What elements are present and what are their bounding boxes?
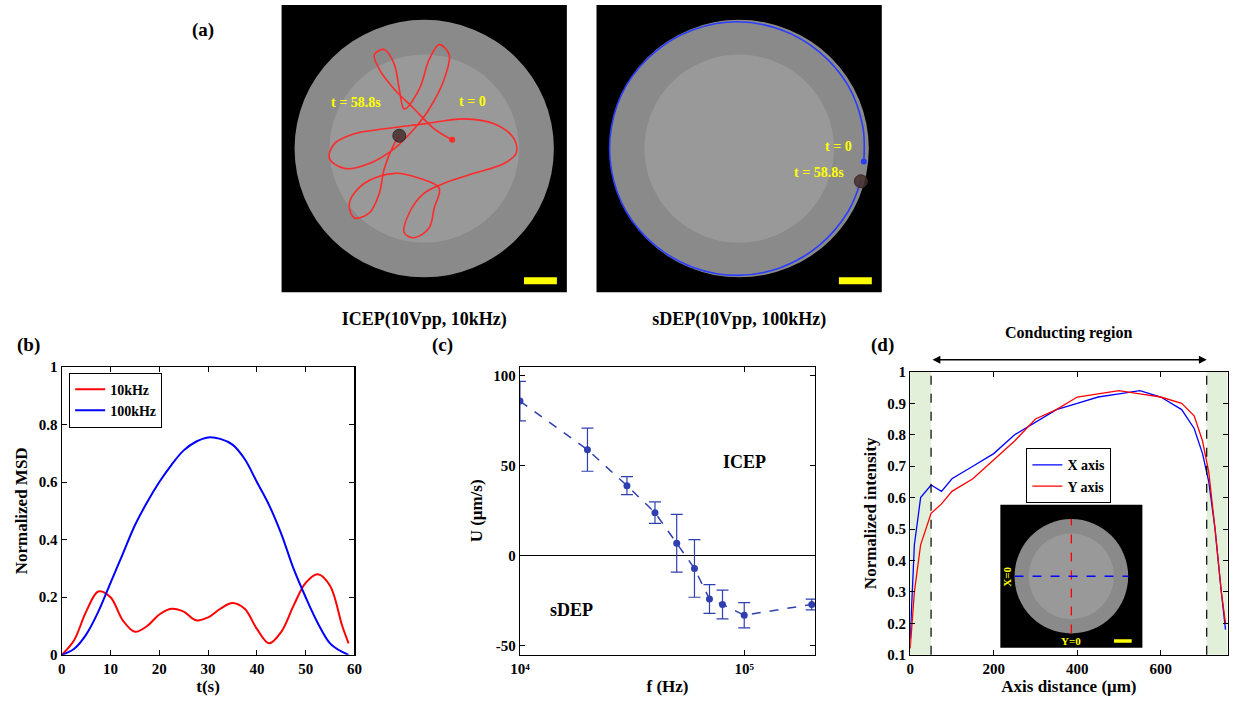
svg-text:0.4: 0.4 xyxy=(39,532,58,548)
svg-text:10: 10 xyxy=(103,661,118,677)
svg-text:40: 40 xyxy=(249,661,264,677)
svg-text:200: 200 xyxy=(982,661,1005,677)
svg-text:t = 0: t = 0 xyxy=(825,139,852,154)
svg-text:(c): (c) xyxy=(432,334,453,356)
svg-text:sDEP(10Vpp, 100kHz): sDEP(10Vpp, 100kHz) xyxy=(652,309,826,330)
svg-text:100kHz: 100kHz xyxy=(110,404,156,419)
svg-text:Conducting region: Conducting region xyxy=(1005,324,1132,342)
svg-text:0.5: 0.5 xyxy=(887,521,906,537)
svg-text:t = 0: t = 0 xyxy=(459,94,486,109)
svg-text:0: 0 xyxy=(508,548,516,564)
svg-text:0.3: 0.3 xyxy=(887,584,906,600)
svg-text:(d): (d) xyxy=(871,334,894,356)
svg-text:0.7: 0.7 xyxy=(887,458,906,474)
svg-text:1: 1 xyxy=(898,364,906,380)
svg-text:-50: -50 xyxy=(496,638,516,654)
svg-text:(b): (b) xyxy=(17,334,40,356)
svg-text:U (μm/s): U (μm/s) xyxy=(467,479,486,542)
svg-text:0.6: 0.6 xyxy=(887,490,906,506)
svg-text:0.1: 0.1 xyxy=(887,647,906,663)
svg-text:0: 0 xyxy=(58,661,66,677)
svg-text:600: 600 xyxy=(1150,661,1173,677)
svg-text:100: 100 xyxy=(493,368,516,384)
svg-text:X axis: X axis xyxy=(1067,458,1105,473)
svg-text:0: 0 xyxy=(50,647,58,663)
svg-text:Y=0: Y=0 xyxy=(1061,635,1081,647)
svg-text:0: 0 xyxy=(906,661,914,677)
svg-text:Normalized MSD: Normalized MSD xyxy=(12,447,31,574)
svg-text:30: 30 xyxy=(201,661,216,677)
svg-text:Normalized intensity: Normalized intensity xyxy=(861,437,880,589)
svg-text:Axis distance (μm): Axis distance (μm) xyxy=(1001,677,1136,696)
svg-text:ICEP: ICEP xyxy=(723,452,766,472)
svg-text:(a): (a) xyxy=(192,19,214,41)
svg-text:10kHz: 10kHz xyxy=(110,383,149,398)
svg-text:10⁵: 10⁵ xyxy=(734,661,754,677)
svg-text:0.4: 0.4 xyxy=(887,553,906,569)
svg-text:50: 50 xyxy=(298,661,313,677)
svg-text:0.6: 0.6 xyxy=(39,474,58,490)
svg-text:t = 58.8s: t = 58.8s xyxy=(331,95,381,110)
svg-text:sDEP: sDEP xyxy=(550,600,593,620)
svg-text:0.2: 0.2 xyxy=(39,589,58,605)
svg-text:ICEP(10Vpp, 10kHz): ICEP(10Vpp, 10kHz) xyxy=(342,309,507,330)
svg-text:Y axis: Y axis xyxy=(1067,480,1104,495)
svg-text:0.8: 0.8 xyxy=(887,427,906,443)
svg-text:20: 20 xyxy=(152,661,167,677)
svg-text:f (Hz): f (Hz) xyxy=(647,677,689,696)
svg-text:t(s): t(s) xyxy=(196,677,220,696)
svg-text:1: 1 xyxy=(50,359,58,375)
svg-text:0.2: 0.2 xyxy=(887,616,906,632)
svg-text:10⁴: 10⁴ xyxy=(510,661,530,677)
svg-text:t = 58.8s: t = 58.8s xyxy=(794,165,844,180)
svg-text:X=0: X=0 xyxy=(1001,567,1013,587)
svg-text:0.8: 0.8 xyxy=(39,417,58,433)
svg-text:60: 60 xyxy=(347,661,362,677)
svg-text:50: 50 xyxy=(501,458,516,474)
svg-text:0.9: 0.9 xyxy=(887,396,906,412)
svg-text:400: 400 xyxy=(1066,661,1089,677)
